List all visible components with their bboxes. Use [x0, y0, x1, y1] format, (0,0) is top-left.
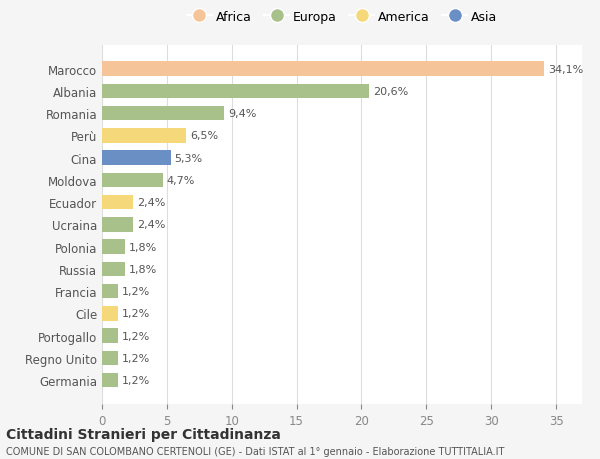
Text: 6,5%: 6,5% — [190, 131, 218, 141]
Text: 1,2%: 1,2% — [121, 286, 150, 297]
Bar — [102, 218, 133, 232]
Bar — [102, 196, 133, 210]
Text: 5,3%: 5,3% — [175, 153, 203, 163]
Text: 34,1%: 34,1% — [548, 64, 584, 74]
Text: 1,2%: 1,2% — [121, 309, 150, 319]
Bar — [102, 262, 125, 277]
Text: 20,6%: 20,6% — [373, 87, 409, 96]
Bar — [102, 151, 171, 166]
Bar — [102, 106, 224, 121]
Legend: Africa, Europa, America, Asia: Africa, Europa, America, Asia — [182, 6, 502, 28]
Bar — [102, 84, 369, 99]
Bar — [102, 329, 118, 343]
Bar — [102, 129, 187, 143]
Text: COMUNE DI SAN COLOMBANO CERTENOLI (GE) - Dati ISTAT al 1° gennaio - Elaborazione: COMUNE DI SAN COLOMBANO CERTENOLI (GE) -… — [6, 447, 505, 456]
Text: 1,2%: 1,2% — [121, 353, 150, 363]
Text: 1,2%: 1,2% — [121, 375, 150, 386]
Text: 4,7%: 4,7% — [167, 175, 195, 185]
Text: 9,4%: 9,4% — [228, 109, 256, 119]
Bar — [102, 173, 163, 188]
Text: 1,8%: 1,8% — [129, 264, 157, 274]
Bar — [102, 307, 118, 321]
Text: 2,4%: 2,4% — [137, 198, 166, 207]
Text: 1,8%: 1,8% — [129, 242, 157, 252]
Text: 1,2%: 1,2% — [121, 331, 150, 341]
Bar — [102, 284, 118, 299]
Bar — [102, 351, 118, 365]
Bar — [102, 62, 544, 77]
Bar — [102, 240, 125, 254]
Text: Cittadini Stranieri per Cittadinanza: Cittadini Stranieri per Cittadinanza — [6, 427, 281, 442]
Bar — [102, 373, 118, 388]
Text: 2,4%: 2,4% — [137, 220, 166, 230]
